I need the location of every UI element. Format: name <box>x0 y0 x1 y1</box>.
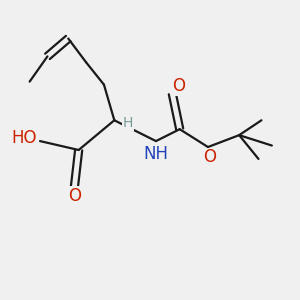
Text: O: O <box>172 77 185 95</box>
Text: O: O <box>203 148 216 166</box>
Text: NH: NH <box>143 146 168 164</box>
Text: HO: HO <box>12 129 37 147</box>
Text: O: O <box>68 187 81 205</box>
Text: H: H <box>122 116 133 130</box>
